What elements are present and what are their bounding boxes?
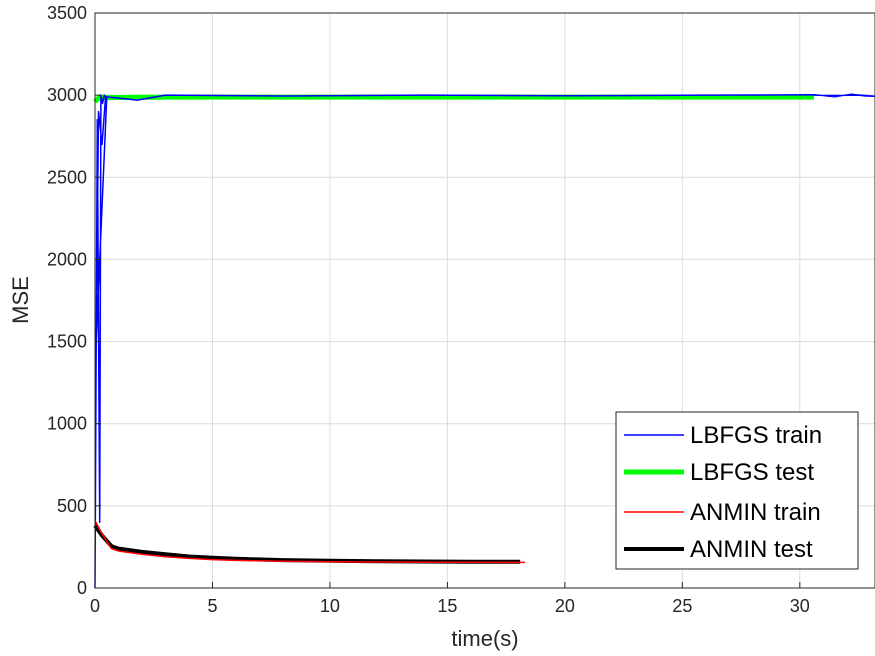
x-axis-label: time(s) (451, 626, 518, 651)
legend-label-anmin-test: ANMIN test (690, 536, 813, 563)
y-tick-label: 0 (77, 578, 87, 598)
legend-label-anmin-train: ANMIN train (690, 499, 821, 526)
x-tick-label: 30 (790, 596, 810, 616)
y-tick-label: 500 (57, 496, 87, 516)
x-tick-label: 25 (672, 596, 692, 616)
x-tick-label: 5 (207, 596, 217, 616)
legend: LBFGS train LBFGS test ANMIN train ANMIN te… (615, 411, 859, 570)
y-tick-label: 2000 (47, 249, 87, 269)
y-axis-label: MSE (8, 276, 33, 324)
tick-labels: 0 5 10 15 20 25 30 0 500 1000 1500 2000 2500 3000 3500 (47, 3, 810, 616)
legend-label-lbfgs-test: LBFGS test (690, 459, 814, 486)
series-layer (93, 93, 875, 589)
y-tick-label: 1000 (47, 414, 87, 434)
series-line-lbfgs-train (94, 93, 875, 589)
y-tick-label: 1500 (47, 332, 87, 352)
series-line-anmin-train (94, 520, 525, 564)
x-tick-label: 20 (555, 596, 575, 616)
x-tick-label: 0 (90, 596, 100, 616)
x-tick-label: 15 (437, 596, 457, 616)
legend-box (615, 411, 859, 570)
x-tick-label: 10 (320, 596, 340, 616)
y-tick-label: 2500 (47, 167, 87, 187)
y-tick-label: 3500 (47, 3, 87, 23)
legend-label-lbfgs-train: LBFGS train (690, 422, 822, 449)
y-tick-label: 3000 (47, 85, 87, 105)
axes-box (94, 12, 875, 589)
